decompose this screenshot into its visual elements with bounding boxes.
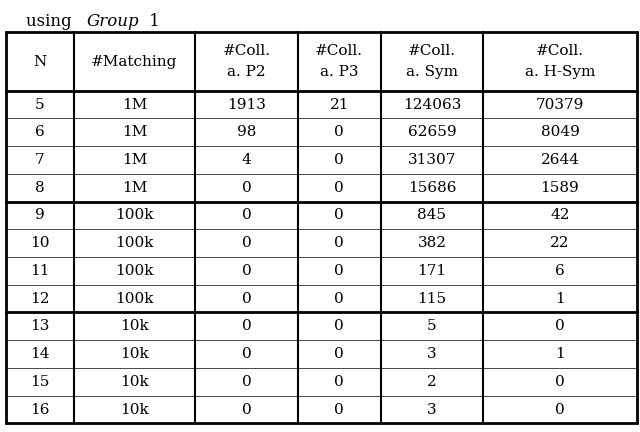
Text: 0: 0	[241, 403, 252, 416]
Text: a. P3: a. P3	[320, 65, 358, 79]
Text: 0: 0	[334, 347, 344, 361]
Text: 10k: 10k	[120, 403, 148, 416]
Text: a. Sym: a. Sym	[406, 65, 458, 79]
Text: 6: 6	[35, 125, 45, 139]
Text: 2: 2	[427, 375, 437, 389]
Text: 5: 5	[35, 98, 45, 111]
Text: 100k: 100k	[115, 292, 154, 305]
Text: 0: 0	[334, 153, 344, 167]
Text: 7: 7	[35, 153, 45, 167]
Text: 0: 0	[241, 209, 252, 222]
Text: 0: 0	[334, 403, 344, 416]
Text: a. P2: a. P2	[227, 65, 266, 79]
Text: 0: 0	[334, 209, 344, 222]
Text: 0: 0	[241, 181, 252, 195]
Text: 1M: 1M	[122, 125, 147, 139]
Text: 0: 0	[334, 375, 344, 389]
Text: 1: 1	[555, 347, 565, 361]
Text: #Coll.: #Coll.	[223, 44, 270, 58]
Text: 0: 0	[334, 319, 344, 334]
Text: 100k: 100k	[115, 264, 154, 278]
Text: 42: 42	[550, 209, 570, 222]
Text: 0: 0	[241, 319, 252, 334]
Text: 0: 0	[334, 236, 344, 250]
Text: 1M: 1M	[122, 98, 147, 111]
Text: 12: 12	[30, 292, 50, 305]
Text: 5: 5	[427, 319, 437, 334]
Text: 11: 11	[30, 264, 50, 278]
Text: 10: 10	[30, 236, 50, 250]
Text: using: using	[26, 13, 76, 30]
Text: 1M: 1M	[122, 153, 147, 167]
Text: 16: 16	[30, 403, 50, 416]
Text: 124063: 124063	[403, 98, 461, 111]
Text: 3: 3	[427, 347, 437, 361]
Text: N: N	[33, 54, 47, 69]
Text: #Coll.: #Coll.	[536, 44, 584, 58]
Text: 98: 98	[237, 125, 256, 139]
Text: 4: 4	[241, 153, 252, 167]
Text: 0: 0	[334, 125, 344, 139]
Text: 10k: 10k	[120, 375, 148, 389]
Text: 62659: 62659	[408, 125, 456, 139]
Text: 0: 0	[241, 292, 252, 305]
Text: 10k: 10k	[120, 347, 148, 361]
Text: 22: 22	[550, 236, 570, 250]
Text: 9: 9	[35, 209, 45, 222]
Text: 70379: 70379	[536, 98, 584, 111]
Text: 6: 6	[555, 264, 565, 278]
Text: #Coll.: #Coll.	[316, 44, 364, 58]
Text: 14: 14	[30, 347, 50, 361]
Text: 0: 0	[334, 181, 344, 195]
Text: 100k: 100k	[115, 236, 154, 250]
Text: Group: Group	[86, 13, 139, 30]
Text: 0: 0	[555, 375, 565, 389]
Text: 21: 21	[330, 98, 349, 111]
Text: a. H-Sym: a. H-Sym	[525, 65, 595, 79]
Text: 171: 171	[417, 264, 447, 278]
Text: 115: 115	[417, 292, 447, 305]
Text: 8: 8	[35, 181, 45, 195]
Text: 0: 0	[555, 319, 565, 334]
Text: 15686: 15686	[408, 181, 456, 195]
Text: 0: 0	[555, 403, 565, 416]
Text: #Matching: #Matching	[92, 54, 177, 69]
Text: 0: 0	[334, 292, 344, 305]
Text: 10k: 10k	[120, 319, 148, 334]
Text: 3: 3	[427, 403, 437, 416]
Text: 382: 382	[417, 236, 447, 250]
Text: #Coll.: #Coll.	[408, 44, 456, 58]
Text: 0: 0	[241, 236, 252, 250]
Text: 100k: 100k	[115, 209, 154, 222]
Text: 2644: 2644	[541, 153, 579, 167]
Text: 1913: 1913	[227, 98, 266, 111]
Text: 0: 0	[241, 264, 252, 278]
Text: 31307: 31307	[408, 153, 456, 167]
Text: 13: 13	[30, 319, 50, 334]
Text: 0: 0	[241, 347, 252, 361]
Text: 845: 845	[417, 209, 447, 222]
Text: 1M: 1M	[122, 181, 147, 195]
Text: 0: 0	[334, 264, 344, 278]
Text: 1: 1	[555, 292, 565, 305]
Text: 1589: 1589	[541, 181, 579, 195]
Text: 15: 15	[30, 375, 50, 389]
Text: 1: 1	[144, 13, 160, 30]
Text: 0: 0	[241, 375, 252, 389]
Text: 8049: 8049	[541, 125, 579, 139]
